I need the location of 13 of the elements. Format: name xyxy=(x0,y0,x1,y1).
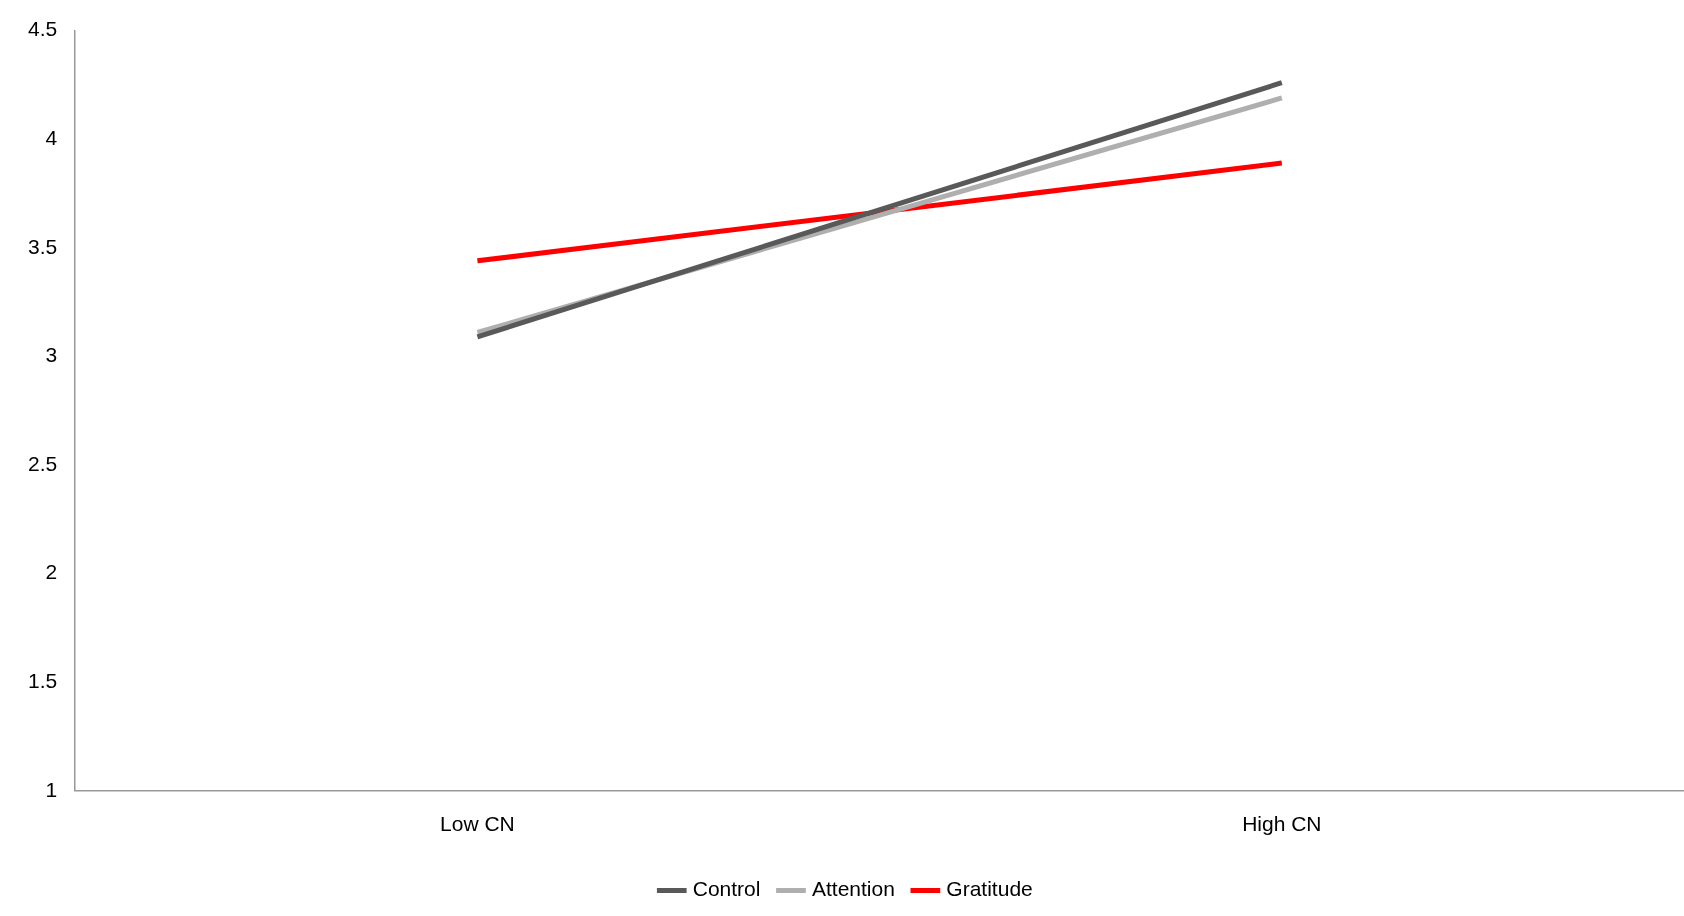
y-tick-label: 3.5 xyxy=(27,234,58,258)
y-tick-label: 1.5 xyxy=(27,669,58,692)
x-tick-label: Low CN xyxy=(440,812,515,836)
y-tick-label: 3 xyxy=(45,343,58,367)
y-tick-label: 4 xyxy=(45,126,58,149)
y-tick-label: 1 xyxy=(45,777,58,801)
legend-label: Gratitude xyxy=(946,877,1033,901)
legend-label: Control xyxy=(692,877,761,901)
y-tick-label: 2 xyxy=(45,560,58,584)
y-tick-label: 4.5 xyxy=(27,17,58,41)
legend-label: Attention xyxy=(811,877,895,901)
y-tick-label: 2.5 xyxy=(27,451,58,475)
x-tick-label: High CN xyxy=(1242,812,1322,836)
